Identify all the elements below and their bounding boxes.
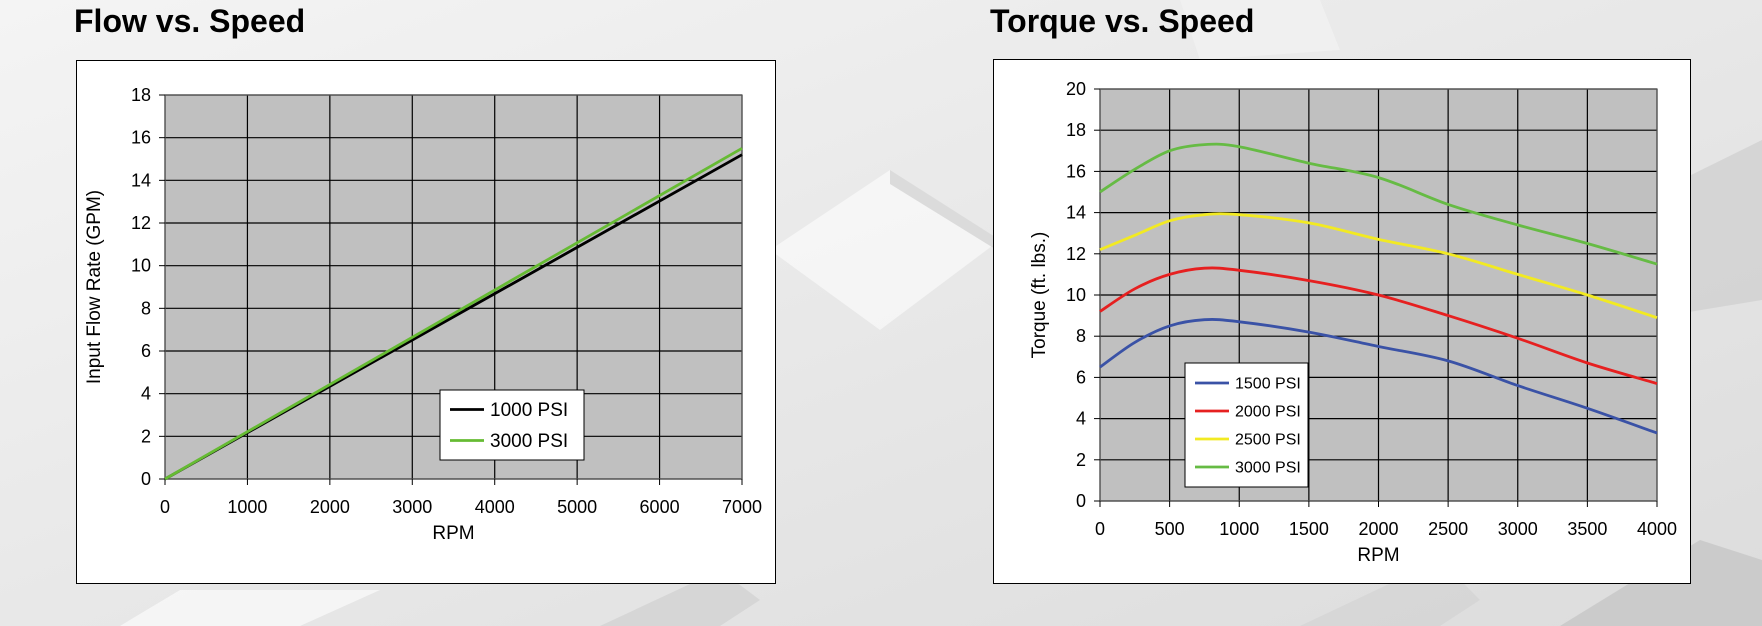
legend-label: 1000 PSI — [490, 400, 568, 421]
x-axis-label: RPM — [1357, 545, 1399, 566]
x-tick-label: 1500 — [1289, 519, 1329, 539]
x-tick-label: 5000 — [557, 497, 597, 517]
legend-label: 3000 PSI — [1235, 460, 1301, 477]
series-line-2000-psi — [1099, 266, 1658, 385]
legend-label: 2000 PSI — [1235, 404, 1301, 421]
y-tick-label: 6 — [1076, 367, 1086, 387]
y-tick-label: 18 — [1066, 120, 1086, 140]
plot-border — [164, 94, 743, 480]
x-axis-label: RPM — [432, 523, 474, 544]
x-tick-label: 2500 — [1428, 519, 1468, 539]
x-tick-label: 3000 — [1498, 519, 1538, 539]
y-tick-label: 10 — [1066, 285, 1086, 305]
x-tick-label: 1000 — [1219, 519, 1259, 539]
y-tick-label: 2 — [141, 426, 151, 446]
y-tick-label: 16 — [131, 128, 151, 148]
y-tick-label: 0 — [141, 469, 151, 489]
y-axis-label: Torque (ft. lbs.) — [1029, 232, 1050, 359]
y-tick-label: 2 — [1076, 450, 1086, 470]
x-tick-label: 2000 — [310, 497, 350, 517]
series-line-3000-psi — [164, 147, 743, 481]
x-tick-label: 0 — [160, 497, 170, 517]
x-tick-label: 6000 — [640, 497, 680, 517]
series-line-2500-psi — [1099, 212, 1658, 320]
y-tick-label: 10 — [131, 256, 151, 276]
torque-chart: 0 500 1000 1500 2000 2500 3000 3500 4000 0 2 4 6 8 10 1… — [993, 59, 1691, 584]
legend-label: 1500 PSI — [1235, 376, 1301, 393]
x-tick-label: 3000 — [392, 497, 432, 517]
series-line-3000-psi — [1099, 142, 1658, 266]
gridlines — [1099, 88, 1658, 502]
y-axis-label: Input Flow Rate (GPM) — [84, 190, 105, 384]
x-tick-label: 500 — [1155, 519, 1185, 539]
x-tick-label: 4000 — [1637, 519, 1677, 539]
y-tick-label: 14 — [131, 170, 151, 190]
y-tick-label: 4 — [1076, 409, 1086, 429]
y-tick-label: 20 — [1066, 79, 1086, 99]
y-tick-label: 16 — [1066, 161, 1086, 181]
legend-label: 2500 PSI — [1235, 432, 1301, 449]
y-tick-label: 4 — [141, 384, 151, 404]
chart-title-torque: Torque vs. Speed — [990, 3, 1255, 39]
x-tick-label: 7000 — [722, 497, 762, 517]
legend-label: 3000 PSI — [490, 431, 568, 452]
y-tick-label: 8 — [141, 298, 151, 318]
x-tick-label: 3500 — [1567, 519, 1607, 539]
y-tick-label: 18 — [131, 85, 151, 105]
y-tick-label: 12 — [1066, 244, 1086, 264]
x-tick-label: 0 — [1095, 519, 1105, 539]
chart-title-flow: Flow vs. Speed — [74, 3, 306, 39]
y-tick-label: 12 — [131, 213, 151, 233]
legend-box — [439, 389, 585, 461]
y-tick-label: 6 — [141, 341, 151, 361]
y-tick-label: 14 — [1066, 203, 1086, 223]
flow-chart: 0 1000 2000 3000 4000 5000 6000 7000 0 2 4 6 8 10 12 14… — [76, 60, 776, 584]
series-line-1500-psi — [1099, 318, 1658, 435]
y-tick-label: 0 — [1076, 491, 1086, 511]
x-tick-label: 1000 — [227, 497, 267, 517]
y-tick-label: 8 — [1076, 326, 1086, 346]
x-tick-label: 2000 — [1358, 519, 1398, 539]
x-tick-label: 4000 — [475, 497, 515, 517]
